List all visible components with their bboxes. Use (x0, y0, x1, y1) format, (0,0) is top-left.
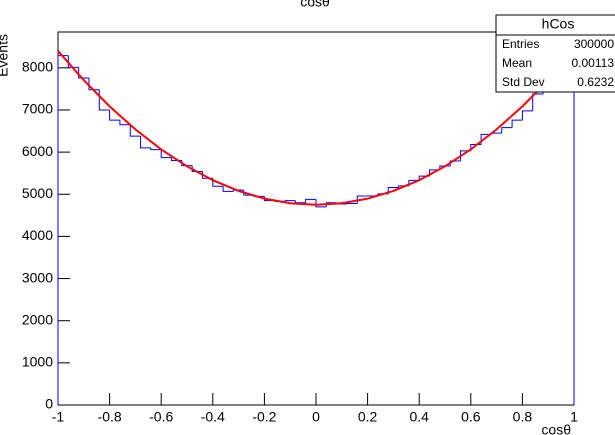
histogram-bin (325, 202, 337, 207)
chart-title: cosθ (300, 0, 330, 10)
histogram-bin (78, 67, 89, 79)
stats-label: Entries (502, 37, 539, 51)
stats-label: Std Dev (502, 75, 545, 89)
histogram-bin (315, 199, 327, 208)
histogram-bin (160, 149, 172, 159)
y-tick-label: 7000 (22, 101, 53, 117)
histogram-bin (222, 186, 234, 192)
histogram-bin (232, 189, 244, 192)
x-tick-label: -1 (52, 409, 65, 425)
stats-value: 300000 (574, 37, 614, 51)
histogram-bin (521, 110, 533, 121)
x-tick-label: 0.8 (513, 409, 533, 425)
y-tick-label: 5000 (22, 185, 53, 201)
x-tick-label: 1 (570, 409, 578, 425)
histogram-bin (191, 165, 203, 173)
x-tick-label: -0.4 (201, 409, 225, 425)
histogram-bin (449, 160, 461, 167)
stats-value: 0.00113 (572, 56, 615, 70)
histogram-bin (305, 198, 316, 203)
histogram-bin (109, 109, 120, 121)
x-axis-label: cosθ (541, 422, 571, 435)
x-tick-label: -0.2 (252, 409, 276, 425)
y-tick-label: 0 (45, 396, 53, 412)
histogram-bin (119, 120, 131, 126)
x-tick-label: -0.8 (98, 409, 122, 425)
histogram-bin (501, 127, 513, 134)
y-tick-label: 6000 (22, 143, 53, 159)
y-tick-label: 8000 (22, 59, 53, 75)
x-tick-label: 0.6 (461, 409, 481, 425)
y-tick-label: 2000 (22, 311, 53, 327)
histogram-bin (284, 200, 296, 202)
y-tick-label: 4000 (22, 227, 53, 243)
histogram-bin (150, 147, 162, 151)
histogram-bin (57, 55, 69, 405)
stats-value: 0.6232 (577, 75, 614, 89)
x-tick-label: 0 (312, 409, 320, 425)
y-tick-label: 1000 (22, 354, 53, 370)
y-axis-label: Events (0, 34, 11, 77)
x-tick-label: 0.2 (358, 409, 378, 425)
stats-frame (495, 14, 615, 93)
x-tick-label: -0.6 (149, 409, 173, 425)
histogram-bin (67, 55, 79, 68)
stats-box: hCos Entries 300000 Mean 0.00113 Std Dev 0.62… (495, 14, 615, 93)
x-tick-label: 0.4 (409, 409, 429, 425)
y-tick-label: 3000 (22, 269, 53, 285)
fit-curve (57, 50, 575, 206)
histogram-bin (129, 124, 141, 137)
stats-label: Mean (502, 56, 532, 70)
histogram-bin (140, 136, 151, 149)
histogram-bin (532, 93, 544, 111)
histogram-bin (511, 119, 523, 128)
histogram-bin (88, 77, 100, 91)
stats-title: hCos (542, 16, 575, 32)
